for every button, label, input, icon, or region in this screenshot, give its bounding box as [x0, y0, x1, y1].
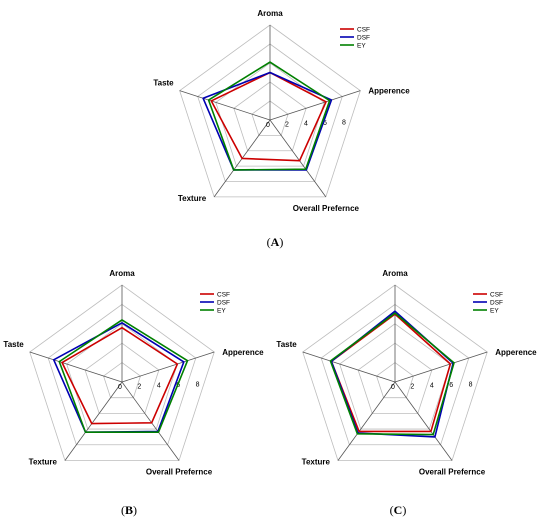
- axis-spoke: [121, 351, 215, 383]
- tick-label: 4: [304, 121, 308, 128]
- axis-label-overall-prefernce: Overall Prefernce: [293, 204, 360, 213]
- axis-spoke: [121, 381, 180, 461]
- grid-ring: [179, 24, 361, 198]
- axis-spoke: [64, 381, 123, 461]
- grid-ring: [302, 284, 488, 461]
- legend-entry: EY: [490, 308, 499, 315]
- legend-entry: DSF: [217, 300, 230, 307]
- tick-label: 2: [137, 383, 141, 390]
- tick-label: 2: [285, 121, 289, 128]
- axis-label-texture: Texture: [29, 457, 58, 466]
- axis-spoke: [29, 351, 123, 383]
- axis-label-apperence: Apperence: [495, 348, 537, 357]
- legend-entry: DSF: [490, 300, 503, 307]
- axis-spoke: [394, 381, 453, 461]
- series-csf: [210, 71, 327, 162]
- grid-ring: [103, 362, 141, 399]
- axis-label-aroma: Aroma: [109, 269, 135, 278]
- axis-label-overall-prefernce: Overall Prefernce: [146, 467, 213, 476]
- legend-entry: EY: [357, 43, 366, 50]
- legend-entry: CSF: [217, 292, 230, 299]
- axis-label-taste: Taste: [3, 340, 24, 349]
- axis-spoke: [337, 381, 396, 461]
- tick-label: 0: [118, 384, 122, 391]
- axis-label-aroma: Aroma: [257, 9, 283, 18]
- panel-label: (B): [121, 503, 137, 517]
- tick-label: 0: [266, 122, 270, 129]
- panel-label: (A): [267, 235, 284, 249]
- series-ey: [58, 319, 189, 434]
- axis-spoke: [394, 351, 488, 383]
- grid-ring: [197, 43, 343, 182]
- axis-spoke: [269, 90, 361, 121]
- axis-label-apperence: Apperence: [368, 87, 410, 96]
- axis-spoke: [269, 119, 327, 198]
- tick-label: 6: [323, 120, 327, 127]
- tick-label: 0: [391, 384, 395, 391]
- axis-label-taste: Taste: [276, 340, 297, 349]
- grid-ring: [233, 81, 307, 152]
- grid-ring: [251, 100, 289, 136]
- legend-entry: EY: [217, 308, 226, 315]
- grid-ring: [84, 342, 160, 414]
- grid-ring: [376, 362, 414, 399]
- grid-ring: [47, 303, 197, 446]
- axis-label-aroma: Aroma: [382, 269, 408, 278]
- radar-panel-a: 0 2 4 6 8 Aroma Apperence Overall Prefernce Text…: [153, 9, 410, 249]
- grid-ring: [357, 342, 433, 414]
- axis-label-texture: Texture: [178, 194, 207, 203]
- grid-ring: [29, 284, 215, 461]
- legend-entry: CSF: [490, 292, 503, 299]
- legend-entry: DSF: [357, 35, 370, 42]
- legend-entry: CSF: [357, 27, 370, 34]
- tick-label: 8: [196, 381, 200, 388]
- axis-label-overall-prefernce: Overall Prefernce: [419, 467, 486, 476]
- tick-label: 6: [449, 382, 453, 389]
- series-ey: [329, 312, 455, 436]
- grid-ring: [320, 303, 470, 446]
- radar-panel-c: 0 2 4 6 8 Aroma Apperence Overall Prefernce Text…: [276, 269, 537, 517]
- tick-label: 4: [430, 383, 434, 390]
- axis-spoke: [302, 351, 396, 383]
- axis-label-taste: Taste: [153, 79, 174, 88]
- tick-label: 4: [157, 383, 161, 390]
- panel-label: (C): [390, 503, 407, 517]
- grid-ring: [339, 323, 451, 430]
- tick-label: 2: [410, 383, 414, 390]
- axis-label-apperence: Apperence: [222, 348, 264, 357]
- tick-label: 8: [469, 381, 473, 388]
- series-csf: [61, 326, 179, 425]
- series-ey: [207, 61, 331, 171]
- tick-label: 8: [342, 119, 346, 126]
- axis-spoke: [179, 90, 271, 121]
- axis-label-texture: Texture: [302, 457, 331, 466]
